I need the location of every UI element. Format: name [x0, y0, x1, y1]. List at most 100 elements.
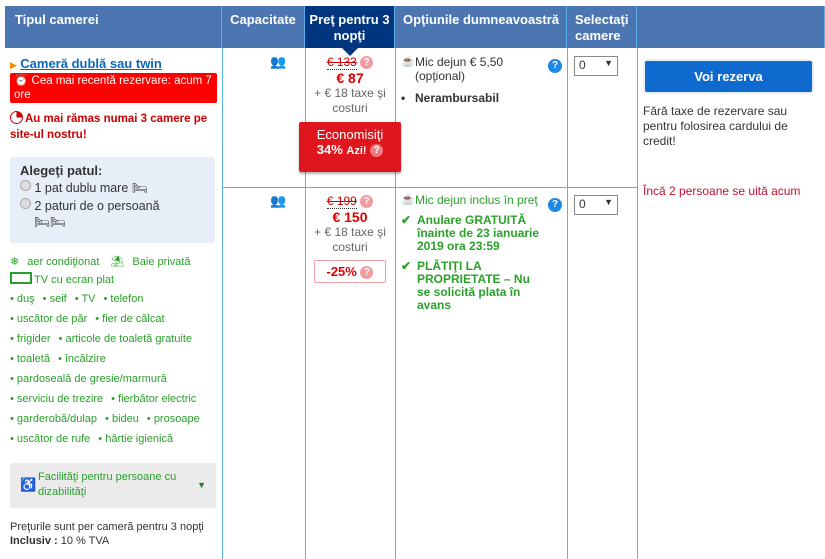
offer-options: ☕ Mic dejun inclus în preţ ✔ Anulare GRATU…	[401, 194, 546, 312]
bed-option-label: 2 paturi de o persoană	[34, 199, 160, 213]
book-button[interactable]: Voi rezerva	[645, 61, 812, 92]
room-count-select[interactable]: 0 ▼	[574, 56, 618, 76]
bullet: •	[42, 293, 50, 305]
no-fees-note: Fără taxe de rezervare sau pentru folosi…	[643, 104, 788, 148]
facility-label: TV	[81, 293, 96, 305]
facility: • uscător de rufe	[10, 433, 90, 445]
taxes: + € 18 taxe şi costuri	[314, 225, 386, 254]
dropdown-arrow-icon: ▼	[604, 58, 613, 68]
price-block: € 133 ? € 87 + € 18 taxe şi costuri	[306, 55, 394, 116]
viewers-notice: Încă 2 persoane se uită acum	[643, 184, 801, 198]
facility: • hârtie igienică	[98, 433, 173, 445]
wheelchair-icon: ♿	[20, 477, 37, 492]
single-beds-icon: 🛏🛏	[34, 215, 66, 229]
facility-row: • garderobă/dulap • bideu • prosoape	[10, 409, 217, 429]
bullet: •	[10, 353, 17, 365]
facility: • garderobă/dulap	[10, 413, 97, 425]
two-persons-icon: 👥	[270, 193, 286, 208]
room-count-select[interactable]: 0 ▼	[574, 195, 618, 215]
facility: • pardoseală de gresie/marmură	[10, 373, 167, 385]
coffee-cup-icon: ☕	[401, 56, 415, 68]
facility: TV cu ecran plat	[34, 274, 115, 286]
header-price: Preţ pentru 3 nopţi	[305, 6, 395, 48]
facility: • telefon	[104, 293, 144, 305]
facility-label: hârtie igienică	[105, 433, 174, 445]
bullet: •	[10, 413, 17, 425]
bed-choice-panel: Alegeţi patul: 1 pat dublu mare 🛏 2 patu…	[10, 157, 215, 243]
room-info: ▶ Cameră dublă sau twin ⏰ Cea mai recent…	[10, 56, 217, 243]
facility-row: • serviciu de trezire • fierbător electri…	[10, 389, 217, 409]
price-note-text: Preţurile sunt per cameră pentru 3 nopţi	[10, 521, 204, 533]
alarm-clock-icon: ⏰	[14, 75, 29, 87]
recent-booking-text: Cea mai recentă rezervare: acum 7 ore	[14, 75, 212, 101]
divider	[222, 187, 637, 188]
help-icon[interactable]: ?	[360, 195, 374, 209]
rooms-left-notice: Au mai rămas numai 3 camere pe site-ul n…	[10, 111, 217, 143]
coffee-cup-icon: ☕	[401, 194, 415, 206]
facility-label: toaletă	[16, 353, 50, 365]
caret-down-icon: ▼	[197, 480, 206, 490]
bullet: •	[10, 333, 17, 345]
room-name-link[interactable]: Cameră dublă sau twin	[20, 56, 162, 71]
radio-button[interactable]	[20, 180, 31, 191]
help-icon[interactable]: ?	[370, 144, 384, 158]
facility-label: duş	[16, 293, 35, 305]
facility: • uscător de păr	[10, 313, 87, 325]
bullet: •	[10, 433, 17, 445]
facility-row: • pardoseală de gresie/marmură	[10, 369, 217, 389]
header-capacity: Capacitate	[222, 6, 305, 48]
bullet: •	[10, 293, 17, 305]
header-options: Opţiunile dumneavoastră	[395, 6, 567, 48]
divider	[305, 48, 306, 559]
divider	[637, 48, 638, 559]
facility-label: fier de călcat	[102, 313, 165, 325]
bullet: •	[57, 353, 65, 365]
facility: • TV	[75, 293, 96, 305]
facility: • fier de călcat	[95, 313, 164, 325]
accessibility-toggle[interactable]: ♿ Facilităţi pentru persoane cu dizabili…	[10, 463, 216, 508]
recent-booking-badge: ⏰ Cea mai recentă rezervare: acum 7 ore	[10, 73, 217, 103]
bed-option[interactable]: 2 paturi de o persoană 🛏🛏	[20, 198, 205, 230]
facility-label: uscător de rufe	[16, 433, 91, 445]
taxes: + € 18 taxe şi costuri	[314, 86, 386, 115]
shower-icon: ⛱	[110, 256, 125, 268]
facility-label: fierbător electric	[118, 393, 197, 405]
bullet: •	[10, 393, 17, 405]
facility: Baie privată	[132, 256, 191, 268]
help-icon[interactable]: ?	[360, 266, 374, 280]
breakfast-text: Mic dejun € 5,50 (opţional)	[415, 55, 504, 83]
facility: • duş	[10, 293, 35, 305]
checkmark-icon: ✔	[401, 259, 412, 273]
bullet: •	[146, 413, 154, 425]
facility: • seif	[43, 293, 67, 305]
current-price: € 150	[332, 209, 368, 225]
tv-icon	[10, 272, 32, 284]
info-icon[interactable]: ?	[548, 198, 562, 212]
help-icon[interactable]: ?	[360, 56, 374, 70]
price-note: Preţurile sunt per cameră pentru 3 nopţi…	[10, 520, 217, 548]
bullet: •	[105, 413, 112, 425]
rooms-left-text: Au mai rămas numai 3 camere pe site-ul n…	[10, 113, 208, 141]
vat-value: 10 % TVA	[60, 535, 110, 547]
facility-row: • uscător de rufe • hârtie igienică	[10, 429, 217, 449]
facility-row: • uscător de păr • fier de călcat	[10, 309, 217, 329]
facility-row: • duş • seif • TV • telefon	[10, 289, 217, 309]
bullet: •	[111, 393, 119, 405]
facility-label: garderobă/dulap	[16, 413, 98, 425]
bullet: •	[74, 293, 82, 305]
bed-option[interactable]: 1 pat dublu mare 🛏	[20, 178, 205, 198]
facility-label: încălzire	[64, 353, 106, 365]
condition-item: • Nerambursabil	[401, 91, 500, 105]
savings-badge: Economisiţi 34% Azi! ?	[299, 122, 401, 172]
radio-button[interactable]	[20, 198, 31, 209]
two-persons-icon: 👥	[270, 54, 286, 69]
discount-badge: -25% ?	[314, 260, 386, 283]
facility: • toaletă	[10, 353, 50, 365]
condition-item: ✔ Anulare GRATUITĂ înainte de 23 ianuarie…	[401, 214, 546, 253]
select-value: 0	[579, 58, 586, 72]
bullet: •	[95, 313, 103, 325]
info-icon[interactable]: ?	[548, 59, 562, 73]
facility: • încălzire	[58, 353, 106, 365]
facility-row: • frigider • articole de toaletă gratuite	[10, 329, 217, 349]
facility-label: uscător de păr	[16, 313, 88, 325]
